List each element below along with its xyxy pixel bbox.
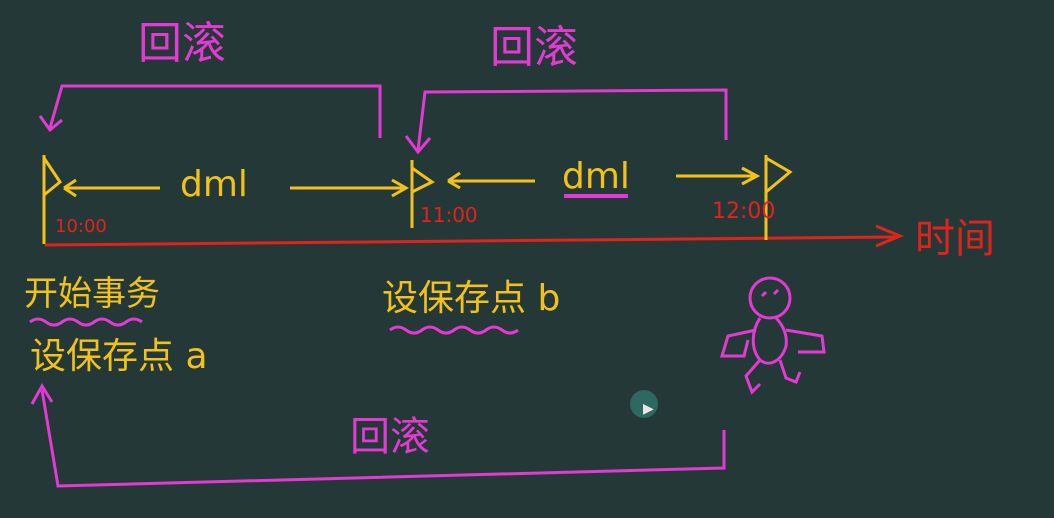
stick-figure-icon (719, 276, 826, 395)
rollback-arrow-top-right (404, 88, 728, 155)
dml-label-left: dml (180, 164, 248, 205)
flag-icon (42, 155, 63, 244)
dml-label-right: dml (562, 156, 630, 197)
time-label-1000: 10:00 (55, 216, 107, 237)
rollback-label-bottom: 回滚 (350, 414, 430, 460)
rollback-arrow-top-left (38, 84, 382, 138)
time-label-1100: 11:00 (420, 203, 478, 227)
dml-arrow-left (63, 178, 410, 198)
time-label-1200: 12:00 (712, 199, 775, 224)
rollback-label-top-left: 回滚 (138, 18, 226, 69)
start-transaction-underline (29, 317, 143, 327)
flag-icon (764, 155, 793, 240)
start-transaction-label: 开始事务 (24, 274, 160, 314)
time-axis-label: 时间 (915, 216, 995, 262)
rollback-label-top-right: 回滚 (490, 22, 578, 73)
time-axis (44, 224, 904, 248)
savepoint-a-label: 设保存点 a (30, 336, 208, 377)
mouse-cursor-icon: ▶ (643, 401, 654, 417)
savepoint-b-label: 设保存点 b (382, 278, 560, 319)
cursor-highlight (630, 390, 658, 418)
rollback-arrow-bottom (30, 383, 726, 488)
savepoint-b-underline (389, 325, 519, 335)
flag-icon (410, 160, 435, 228)
dml-arrow-right (447, 166, 761, 190)
